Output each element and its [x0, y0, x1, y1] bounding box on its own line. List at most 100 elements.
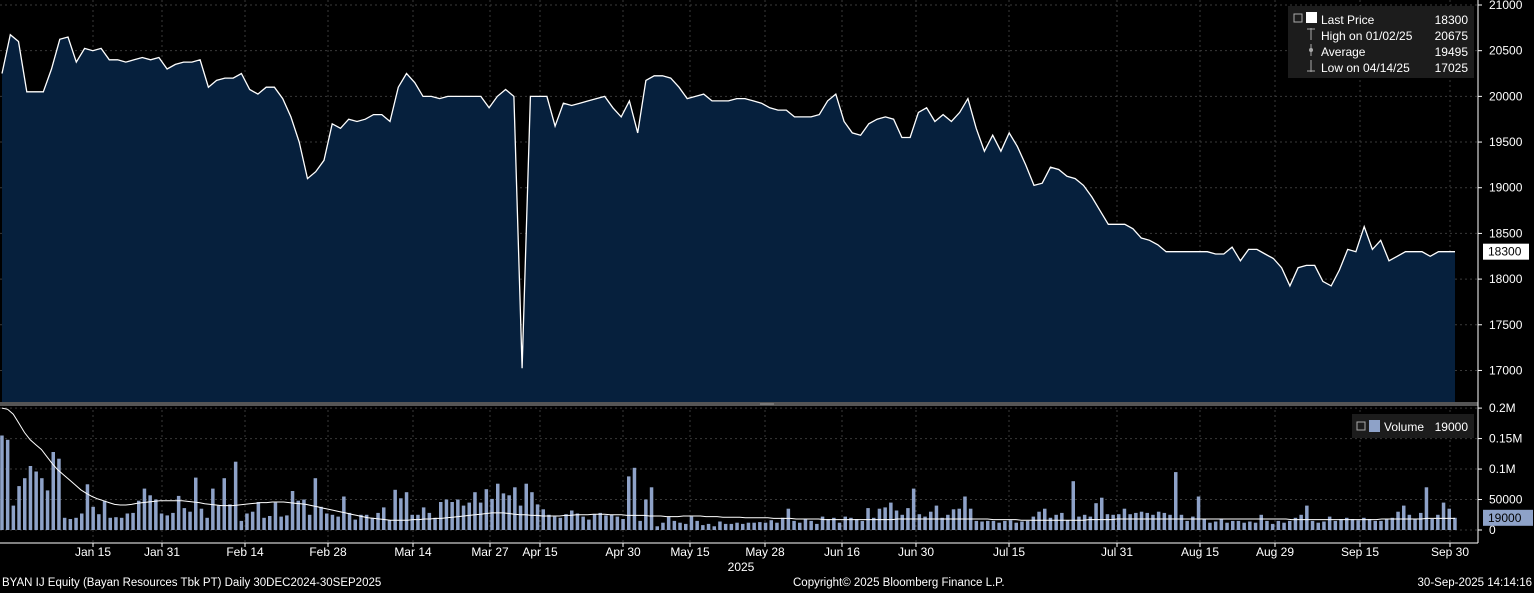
price-y-tick-label: 18000 — [1489, 272, 1523, 286]
volume-bar — [1008, 520, 1013, 530]
volume-bar — [775, 522, 779, 530]
volume-bar — [837, 522, 842, 530]
volume-bar — [1231, 520, 1235, 530]
legend-toggle-icon[interactable] — [1356, 421, 1366, 431]
volume-bar — [399, 498, 403, 530]
volume-bar — [558, 517, 563, 530]
footer-timestamp: 30-Sep-2025 14:14:16 — [1417, 577, 1532, 589]
x-tick-label: Sep 30 — [1431, 545, 1469, 559]
volume-bar — [342, 496, 346, 530]
volume-bar — [171, 512, 175, 530]
volume-bar — [963, 496, 967, 530]
volume-bar — [1299, 514, 1303, 530]
volume-bar — [929, 511, 933, 530]
price-y-tick-label: 20500 — [1489, 44, 1523, 58]
volume-bar — [154, 499, 158, 530]
volume-bar — [387, 520, 392, 530]
volume-bar — [1424, 487, 1429, 530]
price-y-tick-label: 17000 — [1489, 363, 1523, 377]
volume-y-tick-label: 50000 — [1489, 493, 1523, 507]
volume-bar — [5, 439, 10, 530]
legend-toggle-icon[interactable] — [1293, 13, 1303, 23]
volume-bar — [684, 523, 688, 530]
volume-bar — [250, 511, 255, 530]
volume-bar — [1327, 516, 1332, 530]
volume-bar — [496, 483, 500, 530]
panel-divider[interactable] — [0, 402, 1478, 406]
volume-bar — [706, 523, 711, 530]
price-y-tick-label: 21000 — [1489, 0, 1523, 12]
volume-bar — [1077, 516, 1081, 530]
x-tick-label: Jan 31 — [144, 545, 180, 559]
x-tick-label: Jul 31 — [1101, 545, 1133, 559]
volume-bar — [1213, 521, 1218, 530]
volume-bar — [763, 522, 768, 530]
volume-bar — [1117, 514, 1121, 530]
volume-bar — [1345, 517, 1349, 530]
volume-bar — [279, 516, 283, 530]
volume-bar — [330, 514, 335, 530]
price-legend-value: 20675 — [1435, 29, 1469, 43]
volume-bar — [245, 513, 249, 530]
volume-bar — [923, 516, 927, 530]
volume-bar — [142, 488, 147, 530]
volume-bar — [393, 489, 397, 530]
volume-bar — [478, 502, 483, 530]
volume-bar — [798, 522, 802, 530]
volume-bar — [1293, 517, 1298, 530]
volume-bar — [91, 506, 95, 530]
volume-bar — [644, 499, 648, 530]
volume-bar — [1270, 523, 1275, 530]
volume-bar — [364, 514, 369, 530]
volume-bar — [404, 492, 409, 530]
volume-bar — [1048, 517, 1053, 530]
volume-bar — [872, 517, 876, 530]
volume-bar — [370, 517, 375, 530]
volume-bar — [741, 523, 745, 530]
volume-bar — [843, 516, 847, 530]
volume-bar — [849, 517, 853, 530]
volume-bar — [211, 488, 215, 530]
volume-bar — [1088, 516, 1093, 530]
price-line — [1, 33, 1455, 369]
volume-bar — [615, 516, 620, 530]
volume-bar — [564, 514, 568, 530]
volume-bar — [866, 508, 870, 530]
volume-bar — [273, 502, 278, 530]
volume-bar — [268, 516, 272, 530]
volume-bar — [1219, 519, 1224, 530]
volume-bar — [729, 523, 734, 530]
volume-bar — [1236, 520, 1241, 530]
volume-bar — [678, 522, 682, 530]
volume-bar — [256, 502, 261, 530]
volume-bar — [1339, 519, 1343, 530]
volume-bar — [894, 510, 899, 530]
volume-bar — [1191, 516, 1195, 530]
price-volume-chart: 21000 20500 20000 19500 19000 18500 18000 17500… — [0, 0, 1533, 574]
last-volume-tag-label: 19000 — [1488, 511, 1522, 525]
volume-bar — [444, 499, 449, 530]
x-tick-label: Feb 28 — [309, 545, 347, 559]
volume-bar — [854, 519, 859, 530]
volume-bar — [592, 514, 597, 530]
last-price-tag-label: 18300 — [1488, 245, 1522, 259]
volume-bar — [1350, 519, 1355, 530]
volume-bar — [222, 478, 226, 530]
volume-bar — [416, 514, 420, 530]
x-tick-label: Jun 16 — [824, 545, 860, 559]
volume-bar — [57, 458, 61, 530]
price-y-tick-label: 18500 — [1489, 226, 1523, 240]
volume-bar — [986, 520, 990, 530]
x-tick-label: Jan 15 — [75, 545, 111, 559]
volume-bar — [832, 517, 836, 530]
x-tick-label: Aug 15 — [1181, 545, 1219, 559]
price-legend-value: 19495 — [1435, 45, 1469, 59]
volume-bar — [1407, 514, 1412, 530]
volume-bar — [1441, 502, 1446, 530]
volume-bar — [51, 452, 55, 530]
volume-bar — [484, 489, 489, 530]
volume-bar — [1356, 520, 1360, 530]
avg-marker-icon — [1309, 44, 1313, 56]
volume-bar — [1373, 520, 1377, 530]
volume-bar — [1151, 514, 1155, 530]
